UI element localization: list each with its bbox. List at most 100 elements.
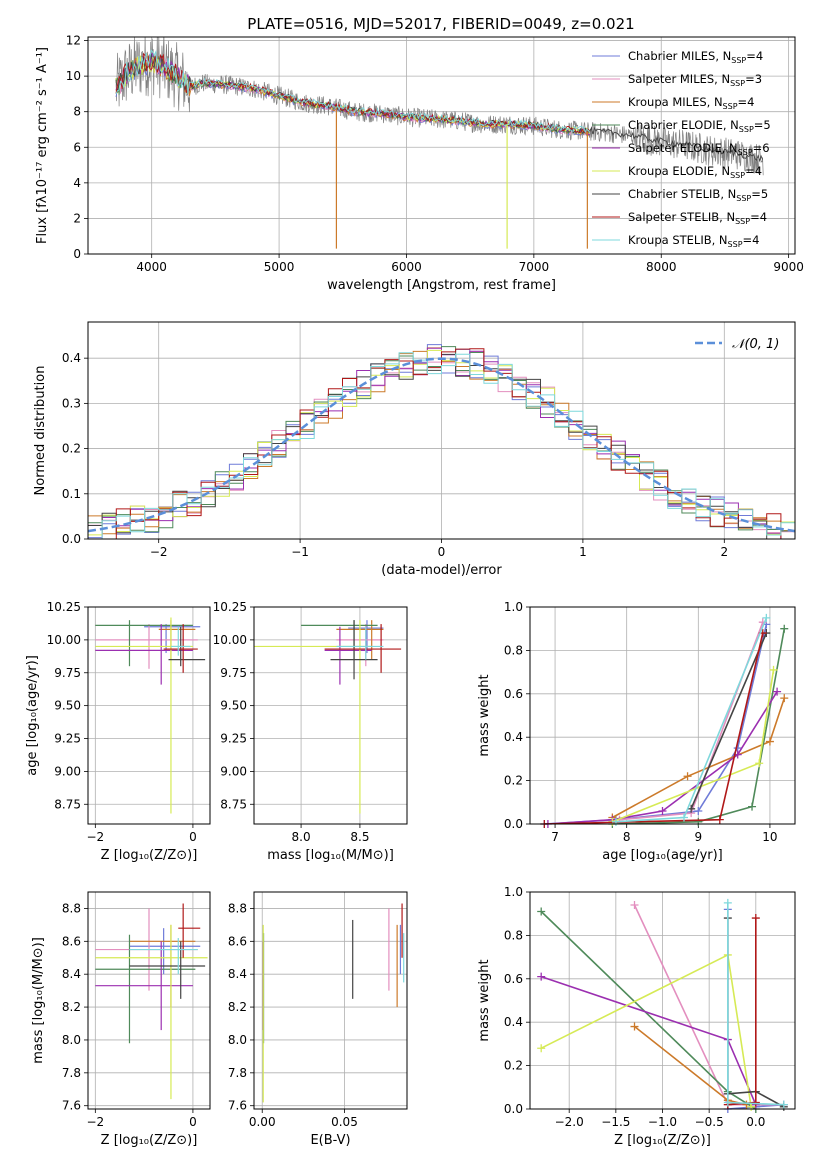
spectrum-xtick-label: 9000 xyxy=(773,260,804,274)
massweight_vs_age-line xyxy=(547,691,778,824)
age_vs_mass-frame xyxy=(253,606,408,825)
massweight_vs_Z-ytick-label: 0.4 xyxy=(504,1015,523,1029)
spectrum-ytick-label: 10 xyxy=(66,69,81,83)
legend-label: Chabrier ELODIE, NSSP=5 xyxy=(628,118,771,134)
mass_vs_Z-ytick-label: 8.8 xyxy=(62,901,81,915)
age_vs_Z-ytick-label: 9.50 xyxy=(54,699,81,713)
age_vs_Z-xtick-label: 0 xyxy=(189,830,197,844)
legend-label: Kroupa STELIB, NSSP=4 xyxy=(628,233,759,249)
mass_vs_ebv-ytick-label: 7.6 xyxy=(228,1099,247,1113)
massweight_vs_Z-xtick-label: 0.0 xyxy=(746,1115,765,1129)
spectrum-xtick-label: 8000 xyxy=(646,260,677,274)
age_vs_mass-ytick-label: 9.50 xyxy=(220,699,247,713)
mass_vs_ebv-ytick-label: 8.8 xyxy=(228,901,247,915)
massweight_vs_Z-frame xyxy=(529,891,796,1110)
massweight_vs_age-ytick-label: 0.0 xyxy=(504,817,523,831)
age_vs_mass-ytick-label: 10.00 xyxy=(213,633,247,647)
mass_vs_Z-axes: −2 0 7.6 7.8 8.0 8.2 8.4 8.6 8.8 Z [log₁₀(Z/Z⊙)] m… xyxy=(31,892,210,1148)
spectrum-ytick-label: 12 xyxy=(66,34,81,48)
residuals-xtick-label: −2 xyxy=(150,545,168,559)
massweight_vs_age-marker xyxy=(687,804,696,813)
massweight_vs_Z-marker xyxy=(537,1044,546,1053)
age_vs_Z-ytick-label: 10.00 xyxy=(47,633,81,647)
spectrum-ytick-label: 8 xyxy=(73,105,81,119)
massweight_vs_Z-marker xyxy=(537,972,546,981)
mass_vs_Z-xlabel: Z [log₁₀(Z/Z⊙)] xyxy=(101,1133,198,1148)
spectrum-ylabel: Flux [fλ10⁻¹⁷ erg cm⁻² s⁻¹ A⁻¹] xyxy=(35,47,50,244)
age_vs_mass-xtick-label: 8.0 xyxy=(292,830,311,844)
massweight_vs_age-line xyxy=(612,628,786,824)
massweight_vs_Z-marker xyxy=(779,1100,788,1109)
spectrum-ytick-label: 0 xyxy=(73,247,81,261)
massweight_vs_age-frame xyxy=(529,606,796,825)
mass_vs_Z-ytick-label: 8.2 xyxy=(62,1000,81,1014)
mass_vs_ebv-ytick-label: 8.2 xyxy=(228,1000,247,1014)
legend-label: Chabrier STELIB, NSSP=5 xyxy=(628,187,768,203)
age_vs_Z-ytick-label: 9.75 xyxy=(54,666,81,680)
residuals-xtick-label: 2 xyxy=(720,545,728,559)
mass_vs_Z-ytick-label: 7.6 xyxy=(62,1099,81,1113)
mass_vs_Z-ytick-label: 8.0 xyxy=(62,1033,81,1047)
legend-label: Kroupa ELODIE, NSSP=4 xyxy=(628,164,762,180)
spectrum-xtick-label: 4000 xyxy=(136,260,167,274)
age_vs_mass-xlabel: mass [log₁₀(M/M⊙)] xyxy=(267,848,394,863)
normal-curve xyxy=(88,357,795,533)
massweight_vs_age-line xyxy=(690,632,768,810)
residuals-xlabel: (data-model)/error xyxy=(381,563,502,578)
massweight_vs_Z-marker xyxy=(723,1098,732,1107)
massweight_vs_age-ytick-label: 0.2 xyxy=(504,774,523,788)
massweight_vs_Z-ylabel: mass weight xyxy=(477,959,492,1041)
massweight_vs_Z-ytick-label: 0.2 xyxy=(504,1059,523,1073)
hist-kroupa-stelib xyxy=(88,352,795,539)
massweight_vs_Z-line xyxy=(540,910,757,1109)
spectrum-xlabel: wavelength [Angstrom, rest frame] xyxy=(327,278,556,293)
massweight_vs_Z-ytick-label: 1.0 xyxy=(504,885,523,899)
age_vs_mass-xtick-label: 8.5 xyxy=(350,830,369,844)
residuals-axes: −2 −1 0 1 2 0.0 0.1 0.2 0.3 0.4 (data-model)/error… xyxy=(33,322,795,578)
mass_vs_ebv-ytick-label: 7.8 xyxy=(228,1066,247,1080)
spectrum-ytick-label: 4 xyxy=(73,176,81,190)
massweight_vs_age-marker xyxy=(755,759,764,768)
mass_vs_ebv-ytick-label: 8.4 xyxy=(228,967,247,981)
mass_vs_Z-ytick-label: 8.4 xyxy=(62,967,81,981)
age_vs_Z-xtick-label: −2 xyxy=(86,830,104,844)
massweight_vs_age-marker xyxy=(773,687,782,696)
massweight_vs_age-xtick-label: 9 xyxy=(694,830,702,844)
residuals-xtick-label: 0 xyxy=(438,545,446,559)
age_vs_Z-ytick-label: 9.25 xyxy=(54,732,81,746)
massweight_vs_Z-xtick-label: −1.5 xyxy=(601,1115,630,1129)
residuals-xtick-label: 1 xyxy=(579,545,587,559)
age_vs_mass-axes: 8.0 8.5 8.75 9.00 9.25 9.50 9.75 10.00 10.25 mass… xyxy=(213,600,407,863)
spectrum-ytick-label: 6 xyxy=(73,140,81,154)
massweight_vs_age-ylabel: mass weight xyxy=(477,674,492,756)
mass_vs_Z-ylabel: mass [log₁₀(M/M⊙)] xyxy=(31,937,46,1064)
massweight_vs_age-xtick-label: 8 xyxy=(623,830,631,844)
massweight_vs_Z-xtick-label: −0.5 xyxy=(695,1115,724,1129)
age_vs_Z-ylabel: age [log₁₀(age/yr)] xyxy=(25,655,40,776)
mass_vs_ebv-ytick-label: 8.0 xyxy=(228,1033,247,1047)
massweight_vs_Z-line xyxy=(727,918,757,1106)
mass_vs_ebv-frame xyxy=(253,891,408,1110)
massweight_vs_age-ytick-label: 0.6 xyxy=(504,687,523,701)
mass_vs_Z-xtick-label: 0 xyxy=(189,1115,197,1129)
massweight_vs_age-ytick-label: 1.0 xyxy=(504,600,523,614)
massweight_vs_age-line xyxy=(612,697,786,819)
massweight_vs_age-xtick-label: 10 xyxy=(762,830,777,844)
age_vs_Z-ytick-label: 10.25 xyxy=(47,600,81,614)
age_vs_Z-frame xyxy=(87,606,211,825)
massweight_vs_Z-marker xyxy=(751,1098,760,1107)
residuals-ylabel: Normed distribution xyxy=(33,366,48,496)
massweight_vs_age-marker xyxy=(715,815,724,824)
massweight_vs_age-marker xyxy=(658,806,667,815)
legend-label: Chabrier MILES, NSSP=4 xyxy=(628,49,763,65)
legend-label: Salpeter MILES, NSSP=3 xyxy=(628,72,762,88)
massweight_vs_Z-xtick-label: −2.0 xyxy=(555,1115,584,1129)
mass_vs_Z-ytick-label: 8.6 xyxy=(62,934,81,948)
massweight_vs_Z-ytick-label: 0.0 xyxy=(504,1102,523,1116)
age_vs_Z-xlabel: Z [log₁₀(Z/Z⊙)] xyxy=(101,848,198,863)
massweight_vs_age-marker xyxy=(780,624,789,633)
mass_vs_ebv-xtick-label: 0.00 xyxy=(249,1115,276,1129)
mass_vs_ebv-xtick-label: 0.05 xyxy=(331,1115,358,1129)
residuals-ytick-label: 0.1 xyxy=(62,487,81,501)
